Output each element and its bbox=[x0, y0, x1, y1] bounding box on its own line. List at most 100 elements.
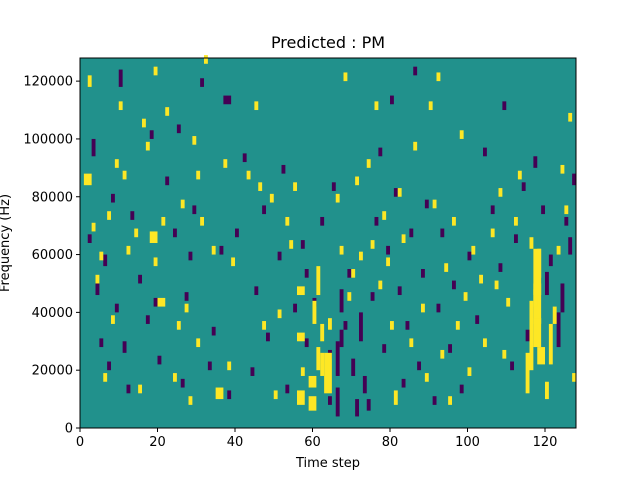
heatmap-cell-positive bbox=[173, 373, 177, 382]
heatmap-cell-positive bbox=[200, 216, 205, 226]
heatmap-cells bbox=[83, 55, 577, 417]
heatmap-cell-negative bbox=[432, 396, 437, 405]
heatmap-cell-positive bbox=[452, 216, 456, 226]
heatmap-cell-negative bbox=[498, 263, 503, 272]
y-tick-label: 60000 bbox=[32, 248, 73, 263]
heatmap-cell-positive bbox=[548, 323, 553, 365]
heatmap-cell-positive bbox=[568, 112, 573, 122]
heatmap-cell-negative bbox=[130, 211, 135, 220]
heatmap-cell-negative bbox=[502, 101, 507, 111]
heatmap-cell-negative bbox=[386, 245, 391, 255]
heatmap-cell-positive bbox=[339, 245, 344, 255]
heatmap-cell-positive bbox=[122, 170, 127, 180]
heatmap-cell-positive bbox=[138, 384, 143, 394]
heatmap-cell-positive bbox=[95, 274, 100, 284]
heatmap-cell-positive bbox=[289, 240, 294, 249]
heatmap-cell-positive bbox=[328, 318, 332, 330]
x-axis: 0 20 40 60 80 100 120 bbox=[76, 428, 558, 450]
heatmap-cell-negative bbox=[118, 69, 123, 87]
heatmap-cell-negative bbox=[452, 280, 456, 290]
heatmap-cell-positive bbox=[370, 240, 375, 249]
plot-area bbox=[79, 55, 577, 429]
heatmap-cell-positive bbox=[273, 390, 278, 400]
y-axis: 0 20000 40000 60000 80000 100000 120000 bbox=[23, 75, 80, 437]
heatmap-cell-positive bbox=[471, 245, 476, 255]
heatmap-cell-negative bbox=[126, 384, 131, 394]
heatmap-cell-positive bbox=[285, 216, 290, 226]
x-tick-label: 20 bbox=[149, 435, 166, 450]
heatmap-cell-negative bbox=[467, 251, 472, 261]
heatmap-cell-positive bbox=[533, 289, 538, 307]
heatmap-cell-negative bbox=[521, 182, 526, 191]
heatmap-cell-positive bbox=[246, 170, 251, 180]
heatmap-cell-positive bbox=[188, 396, 193, 405]
heatmap-cell-negative bbox=[107, 361, 112, 371]
heatmap-cell-positive bbox=[498, 188, 503, 197]
heatmap-cell-negative bbox=[219, 245, 224, 255]
heatmap-cell-negative bbox=[200, 78, 205, 87]
heatmap-cell-positive bbox=[556, 245, 561, 255]
heatmap-cell-negative bbox=[114, 303, 119, 313]
heatmap-cell-negative bbox=[145, 315, 150, 324]
heatmap-cell-positive bbox=[269, 193, 274, 203]
heatmap-cell-negative bbox=[235, 228, 239, 238]
heatmap-cell-positive bbox=[436, 72, 441, 82]
heatmap-cell-positive bbox=[211, 245, 216, 255]
heatmap-cell-positive bbox=[533, 318, 542, 348]
heatmap-cell-positive bbox=[390, 321, 394, 330]
heatmap-cell-negative bbox=[153, 297, 158, 307]
heatmap-cell-negative bbox=[304, 269, 309, 278]
heatmap-cell-positive bbox=[572, 373, 577, 382]
heatmap-cell-negative bbox=[157, 355, 162, 365]
heatmap-cell-negative bbox=[122, 341, 127, 353]
heatmap-cell-positive bbox=[552, 306, 557, 324]
heatmap-cell-positive bbox=[262, 321, 267, 330]
heatmap-cell-negative bbox=[572, 173, 577, 186]
x-tick-label: 0 bbox=[76, 435, 84, 450]
heatmap-cell-positive bbox=[196, 170, 201, 180]
heatmap-cell-positive bbox=[421, 303, 425, 313]
heatmap-cell-negative bbox=[227, 390, 232, 400]
heatmap-cell-positive bbox=[537, 347, 545, 365]
heatmap-cell-positive bbox=[142, 118, 146, 128]
heatmap-cell-negative bbox=[188, 251, 193, 261]
heatmap-cell-positive bbox=[424, 373, 429, 382]
heatmap-cell-positive bbox=[83, 173, 92, 186]
heatmap-cell-positive bbox=[374, 101, 379, 111]
heatmap-cell-negative bbox=[560, 283, 565, 313]
heatmap-cell-negative bbox=[87, 234, 92, 243]
heatmap-cell-positive bbox=[448, 396, 453, 405]
heatmap-cell-negative bbox=[564, 216, 569, 226]
heatmap-cell-positive bbox=[494, 280, 499, 290]
heatmap-cell-positive bbox=[386, 257, 391, 267]
heatmap-cell-negative bbox=[184, 292, 189, 301]
heatmap-cell-negative bbox=[173, 228, 177, 238]
heatmap-cell-negative bbox=[475, 315, 480, 324]
heatmap-cell-negative bbox=[304, 338, 309, 348]
heatmap-cell-negative bbox=[223, 95, 232, 105]
heatmap-cell-negative bbox=[510, 361, 515, 371]
heatmap-cell-negative bbox=[525, 329, 530, 342]
heatmap-cell-positive bbox=[180, 199, 185, 209]
heatmap-cell-positive bbox=[312, 300, 317, 324]
heatmap-cell-negative bbox=[339, 289, 344, 313]
heatmap-cell-positive bbox=[343, 72, 348, 82]
heatmap-cell-positive bbox=[297, 390, 305, 405]
heatmap-cell-positive bbox=[324, 352, 332, 394]
heatmap-cell-positive bbox=[560, 164, 565, 174]
heatmap-cell-negative bbox=[300, 240, 305, 249]
heatmap-cell-negative bbox=[207, 361, 212, 371]
heatmap-cell-negative bbox=[176, 124, 181, 134]
heatmap-cell-positive bbox=[444, 263, 449, 272]
heatmap-cell-positive bbox=[483, 338, 487, 348]
heatmap-cell-positive bbox=[529, 237, 534, 249]
heatmap-cell-positive bbox=[409, 338, 414, 348]
heatmap-cell-positive bbox=[103, 373, 108, 382]
x-tick-label: 40 bbox=[227, 435, 244, 450]
heatmap-cell-positive bbox=[114, 159, 119, 168]
heatmap-cell-positive bbox=[514, 216, 518, 226]
heatmap-cell-positive bbox=[316, 266, 321, 296]
heatmap-cell-positive bbox=[413, 141, 418, 151]
x-tick-label: 120 bbox=[533, 435, 558, 450]
heatmap-cell-negative bbox=[533, 156, 538, 168]
